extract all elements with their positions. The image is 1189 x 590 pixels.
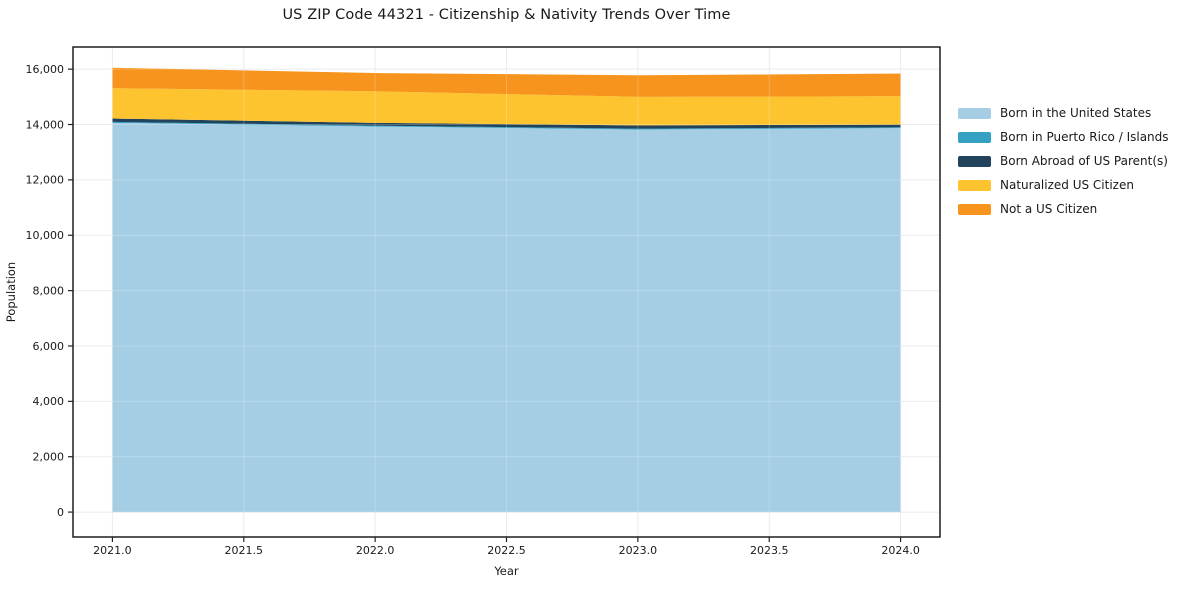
- y-tick-label: 12,000: [26, 174, 65, 187]
- x-tick-label: 2022.5: [487, 544, 526, 557]
- x-tick-label: 2022.0: [356, 544, 395, 557]
- y-axis-label: Population: [4, 262, 18, 322]
- legend-label: Born in Puerto Rico / Islands: [1000, 130, 1169, 144]
- legend-item: Not a US Citizen: [958, 197, 1169, 221]
- legend-label: Born Abroad of US Parent(s): [1000, 154, 1168, 168]
- legend: Born in the United States Born in Puerto …: [958, 101, 1169, 221]
- x-axis-label: Year: [493, 564, 519, 578]
- y-tick-label: 14,000: [26, 118, 65, 131]
- legend-item: Naturalized US Citizen: [958, 173, 1169, 197]
- legend-swatch-icon: [958, 203, 991, 215]
- y-tick-label: 10,000: [26, 229, 65, 242]
- x-tick-label: 2021.0: [93, 544, 132, 557]
- y-tick-label: 0: [57, 506, 64, 519]
- legend-label: Naturalized US Citizen: [1000, 178, 1134, 192]
- legend-swatch-icon: [958, 155, 991, 167]
- legend-label: Not a US Citizen: [1000, 202, 1098, 216]
- x-tick-label: 2024.0: [881, 544, 920, 557]
- y-tick-label: 4,000: [33, 395, 65, 408]
- y-tick-label: 16,000: [26, 63, 65, 76]
- area-band-1: [112, 122, 901, 513]
- y-tick-label: 6,000: [33, 340, 65, 353]
- area-band-5: [112, 67, 901, 97]
- x-tick-label: 2021.5: [225, 544, 264, 557]
- y-tick-label: 2,000: [33, 451, 65, 464]
- legend-swatch-icon: [958, 107, 991, 119]
- x-tick-label: 2023.0: [619, 544, 658, 557]
- legend-swatch-icon: [958, 179, 991, 191]
- area-band-3: [112, 118, 901, 129]
- area-band-2: [112, 121, 901, 130]
- x-tick-label: 2023.5: [750, 544, 789, 557]
- area-band-4: [112, 88, 901, 126]
- legend-item: Born in the United States: [958, 101, 1169, 125]
- legend-swatch-icon: [958, 131, 991, 143]
- legend-label: Born in the United States: [1000, 106, 1152, 120]
- y-tick-label: 8,000: [33, 284, 65, 297]
- legend-item: Born in Puerto Rico / Islands: [958, 125, 1169, 149]
- chart-title: US ZIP Code 44321 - Citizenship & Nativi…: [282, 7, 731, 23]
- legend-item: Born Abroad of US Parent(s): [958, 149, 1169, 173]
